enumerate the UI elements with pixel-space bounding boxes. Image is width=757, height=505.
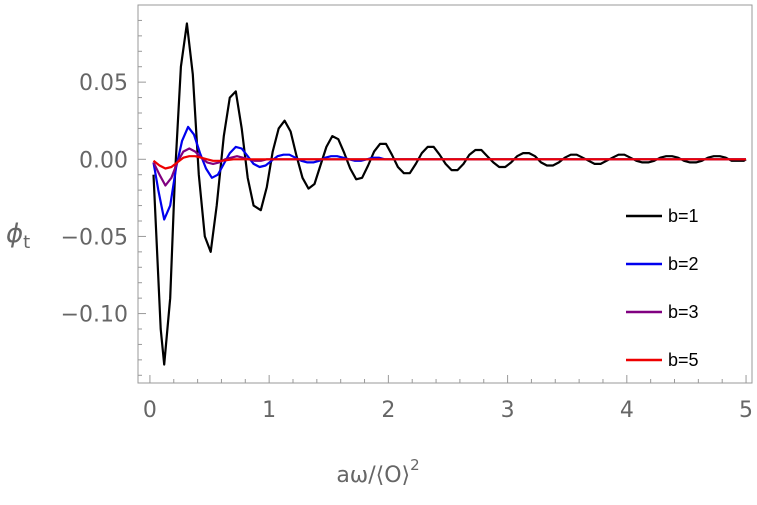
series-line-b-1 [152, 22, 747, 366]
x-axis-tick-labels: 0 1 2 3 4 5 [143, 398, 753, 423]
series-line-b-5 [152, 155, 746, 170]
plot-frame [137, 4, 753, 384]
legend-label-b-5: b=5 [668, 350, 699, 370]
legend-label-b-3: b=3 [668, 302, 699, 322]
legend-label-b-2: b=2 [668, 254, 699, 274]
y-tick-label: 0.05 [79, 71, 128, 96]
y-tick-label: −0.05 [61, 225, 128, 250]
y-tick-label: −0.10 [61, 303, 128, 328]
x-axis-title: aω/⟨O⟩2 [336, 456, 419, 488]
x-tick-label: 5 [739, 398, 753, 423]
x-axis-ticks [149, 375, 747, 383]
y-axis-title: ϕt [6, 219, 30, 253]
x-tick-label: 2 [381, 398, 395, 423]
x-tick-label: 4 [620, 398, 634, 423]
y-tick-label: 0.00 [79, 148, 128, 173]
y-axis-ticks [138, 19, 146, 376]
x-tick-label: 1 [262, 398, 276, 423]
x-tick-label: 0 [143, 398, 157, 423]
legend-label-b-1: b=1 [668, 206, 699, 226]
legend: b=1 b=2 b=3 b=5 [626, 206, 699, 370]
y-axis-tick-labels: −0.10 −0.05 0.00 0.05 [61, 71, 128, 327]
series-layer [152, 22, 747, 366]
x-tick-label: 3 [501, 398, 515, 423]
